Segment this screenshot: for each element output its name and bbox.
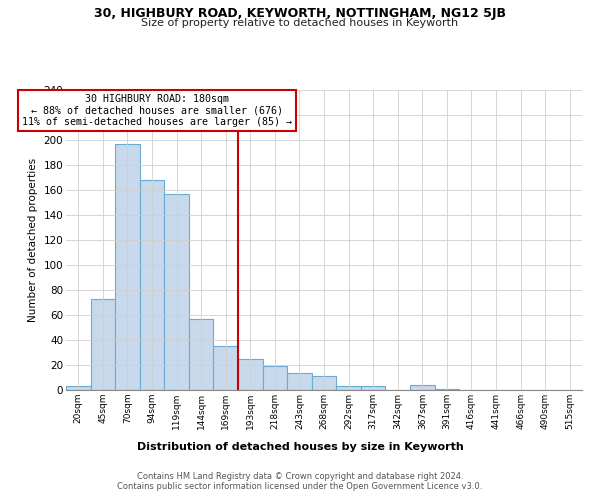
Bar [336, 386, 361, 390]
Y-axis label: Number of detached properties: Number of detached properties [28, 158, 38, 322]
Bar [410, 385, 434, 390]
Text: Size of property relative to detached houses in Keyworth: Size of property relative to detached ho… [142, 18, 458, 28]
Bar [66, 386, 91, 390]
Bar [214, 346, 238, 390]
Text: Distribution of detached houses by size in Keyworth: Distribution of detached houses by size … [137, 442, 463, 452]
Bar [361, 386, 385, 390]
Bar [115, 144, 140, 390]
Bar [263, 366, 287, 390]
Bar [91, 298, 115, 390]
Text: 30, HIGHBURY ROAD, KEYWORTH, NOTTINGHAM, NG12 5JB: 30, HIGHBURY ROAD, KEYWORTH, NOTTINGHAM,… [94, 8, 506, 20]
Text: 30 HIGHBURY ROAD: 180sqm
← 88% of detached houses are smaller (676)
11% of semi-: 30 HIGHBURY ROAD: 180sqm ← 88% of detach… [22, 94, 292, 127]
Text: Contains HM Land Registry data © Crown copyright and database right 2024.: Contains HM Land Registry data © Crown c… [137, 472, 463, 481]
Bar [434, 389, 459, 390]
Bar [287, 372, 312, 390]
Bar [238, 359, 263, 390]
Text: Contains public sector information licensed under the Open Government Licence v3: Contains public sector information licen… [118, 482, 482, 491]
Bar [164, 194, 189, 390]
Bar [312, 376, 336, 390]
Bar [140, 180, 164, 390]
Bar [189, 319, 214, 390]
